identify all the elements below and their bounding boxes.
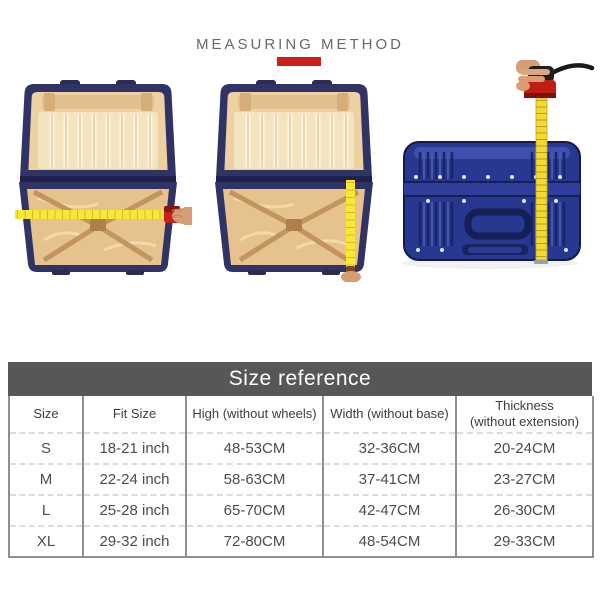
column-header-thickness: Thickness (without extension) (455, 396, 593, 433)
cell-fit: 22-24 inch (82, 463, 186, 495)
open-suitcase-depth-measure-image (215, 80, 373, 282)
hand (520, 69, 550, 75)
cell-high: 72-80CM (185, 525, 323, 557)
cell-thickness: 26-30CM (455, 494, 593, 526)
cell-width: 48-54CM (322, 525, 456, 557)
cell-fit: 18-21 inch (82, 432, 186, 464)
suitcase-handle (464, 208, 532, 240)
table-title: Size reference (8, 362, 592, 396)
column-header-high: High (without wheels) (185, 396, 323, 433)
suitcase-shell (403, 141, 581, 261)
cell-fit: 25-28 inch (82, 494, 186, 526)
closed-suitcase-height-measure-image (402, 60, 595, 269)
measuring-tape-horizontal (15, 210, 167, 219)
cell-high: 48-53CM (185, 432, 323, 464)
cell-size: S (9, 432, 83, 464)
column-header-size: Size (33, 406, 59, 422)
title-underline-bar (277, 57, 321, 66)
column-header-width: Width (without base) (322, 396, 456, 433)
cell-thickness: 20-24CM (455, 432, 593, 464)
size-reference-table: Size Fit Size High (without wheels) Widt… (8, 396, 594, 558)
open-suitcase-width-measure-image (15, 80, 192, 275)
size-reference-section: Size reference Size Fit Size High (witho… (8, 362, 594, 558)
cell-width: 37-41CM (322, 463, 456, 495)
section-title: MEASURING METHOD (195, 36, 404, 53)
cell-thickness: 23-27CM (455, 463, 593, 495)
table-row-m: M 22-24 inch 58-63CM 37-41CM 23-27CM (9, 463, 593, 495)
cell-high: 65-70CM (185, 494, 323, 526)
cell-width: 42-47CM (322, 494, 456, 526)
cell-thickness: 29-33CM (455, 525, 593, 557)
cell-width: 32-36CM (322, 432, 456, 464)
header-row: Size Fit Size High (without wheels) Widt… (9, 396, 593, 433)
table-row-s: S 18-21 inch 48-53CM 32-36CM 20-24CM (9, 432, 593, 464)
cell-size: M (9, 463, 83, 495)
aluminum-frame (404, 182, 580, 196)
table-row-xl: XL 29-32 inch 72-80CM 48-54CM 29-33CM (9, 525, 593, 557)
column-header-fit-size: Fit Size (82, 396, 186, 433)
cell-size: L (9, 494, 83, 526)
cell-size: XL (9, 525, 83, 557)
hand (341, 271, 361, 282)
cell-fit: 29-32 inch (82, 525, 186, 557)
table-row-l: L 25-28 inch 65-70CM 42-47CM 26-30CM (9, 494, 593, 526)
cell-high: 58-63CM (185, 463, 323, 495)
tape-measure-strap (547, 63, 595, 77)
